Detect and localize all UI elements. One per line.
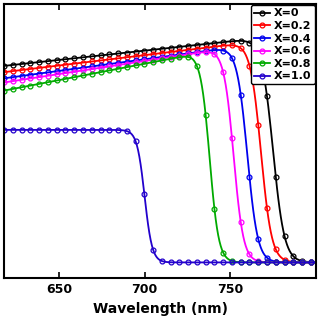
X=1.0 (296, 260, 300, 264)
X=0.8 (131, 64, 135, 68)
X=0.4 (219, 48, 223, 52)
X=0.4 (53, 69, 57, 73)
X=0.4 (314, 260, 318, 264)
X-axis label: Wavelength (nm): Wavelength (nm) (92, 302, 228, 316)
X=0.8 (127, 65, 131, 68)
X=0.2 (303, 260, 307, 264)
X=0.8 (303, 260, 307, 264)
X=0 (2, 64, 6, 68)
X=0 (182, 44, 186, 48)
X=0 (314, 260, 318, 264)
X=0.6 (131, 61, 135, 65)
X=0.2 (2, 70, 6, 74)
X=0.8 (2, 89, 6, 92)
X=1.0 (218, 260, 221, 264)
Line: X=0.8: X=0.8 (2, 54, 318, 265)
X=0.4 (2, 76, 6, 80)
X=0.6 (314, 260, 318, 264)
X=0 (237, 39, 241, 43)
X=0.6 (219, 62, 223, 66)
X=0.2 (228, 44, 231, 47)
Line: X=0: X=0 (2, 38, 318, 265)
X=1.0 (131, 134, 135, 138)
X=0.8 (314, 260, 318, 264)
X=0.2 (218, 44, 221, 48)
X=0.2 (53, 64, 57, 68)
X=0.6 (204, 50, 208, 54)
X=1.0 (53, 128, 57, 132)
X=0.2 (182, 48, 186, 52)
Line: X=0.6: X=0.6 (2, 50, 318, 265)
Line: X=1.0: X=1.0 (2, 127, 318, 265)
X=0.2 (131, 54, 135, 58)
X=0.2 (314, 260, 318, 264)
X=0 (218, 41, 221, 44)
X=0.2 (127, 55, 131, 59)
X=0.4 (303, 260, 307, 264)
X=0.6 (182, 53, 186, 57)
X=0.6 (127, 61, 131, 65)
X=1.0 (182, 260, 186, 264)
X=0 (303, 260, 307, 263)
X=0.4 (127, 60, 131, 63)
Line: X=0.4: X=0.4 (2, 48, 318, 265)
X=0 (127, 50, 131, 54)
X=0.8 (184, 55, 188, 59)
X=0.8 (182, 55, 186, 59)
X=1.0 (314, 260, 318, 264)
X=1.0 (2, 128, 6, 132)
X=0.4 (216, 48, 220, 52)
X=1.0 (303, 260, 307, 264)
X=0.6 (53, 73, 57, 76)
X=0.6 (2, 81, 6, 84)
Line: X=0.2: X=0.2 (2, 43, 318, 265)
Legend: X=0, X=0.2, X=0.4, X=0.6, X=0.8, X=1.0: X=0, X=0.2, X=0.4, X=0.6, X=0.8, X=1.0 (251, 5, 315, 84)
X=0.4 (182, 52, 186, 56)
X=0 (53, 58, 57, 62)
X=1.0 (127, 130, 131, 134)
X=0 (131, 50, 135, 54)
X=0.4 (131, 59, 135, 63)
X=0.8 (219, 244, 223, 248)
X=0.8 (53, 79, 57, 83)
X=0.6 (303, 260, 307, 264)
